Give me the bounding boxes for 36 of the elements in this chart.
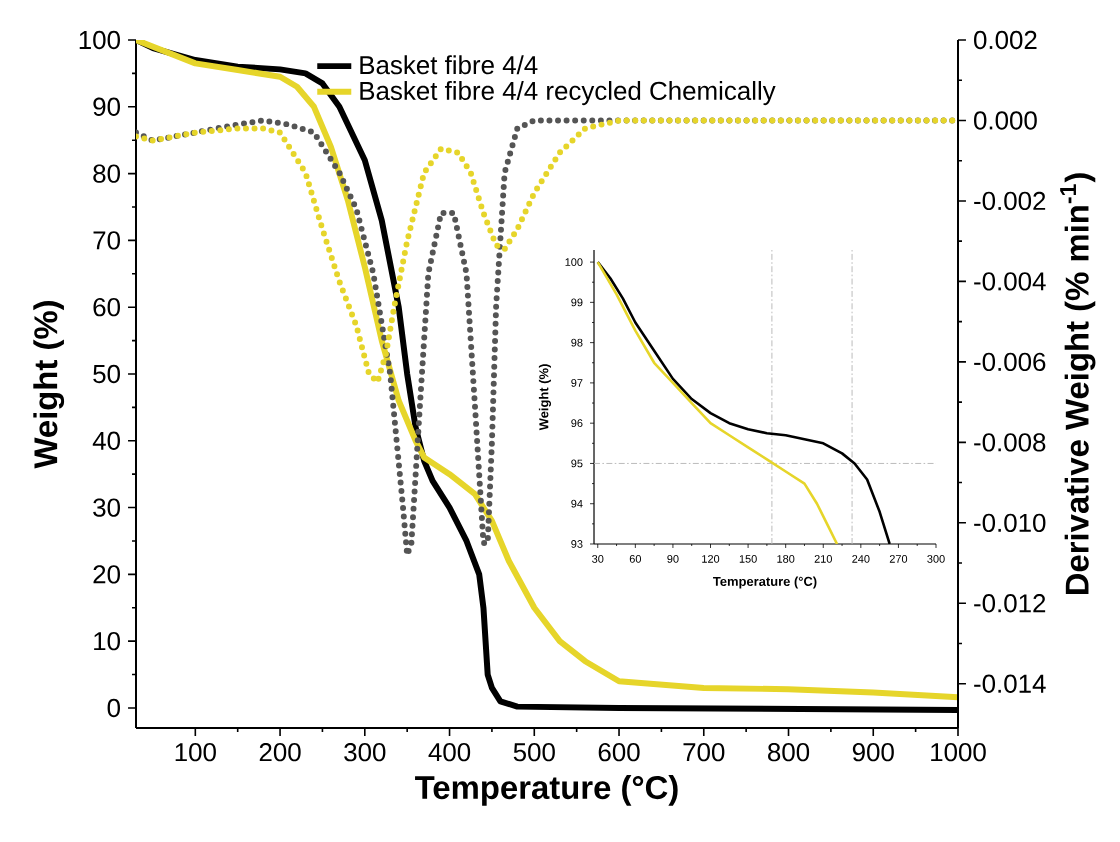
y-tick-label: 50	[93, 364, 120, 384]
x-axis-title: Temperature (°C)	[415, 775, 678, 806]
y-axis-title: Weight (%)	[33, 301, 65, 469]
x-tick-label: 100	[175, 743, 216, 762]
y2-tick-label: -0.004	[974, 272, 1046, 291]
y-tick-label: 30	[93, 498, 120, 517]
y2-tick-label: -0.010	[974, 513, 1046, 532]
y2-tick-label: -0.006	[974, 352, 1046, 372]
y-tick-label: 40	[92, 431, 120, 450]
line-series	[596, 260, 839, 544]
y2-tick-label: 0.000	[974, 111, 1037, 130]
y-tick-label: 70	[93, 231, 120, 250]
x-tick-label: 700	[683, 743, 725, 762]
y-tick-label: 20	[93, 565, 120, 584]
y-tick-label: 60	[93, 298, 120, 317]
y2-tick-label: -0.008	[974, 433, 1046, 452]
y-tick-label: 80	[93, 164, 120, 183]
y2-tick-label: 0.002	[974, 30, 1037, 50]
y-tick-label: 10	[94, 631, 120, 651]
x-tick-label: 500	[513, 743, 555, 762]
x-tick-label: 400	[428, 743, 471, 762]
x-tick-label: 300	[344, 743, 386, 762]
y-tick-label: 100	[79, 30, 120, 50]
y2-tick-label: -0.014	[974, 674, 1046, 693]
x-tick-label: 800	[768, 743, 810, 762]
x-tick-label: 900	[852, 743, 894, 762]
y-tick-label: 0	[107, 698, 120, 718]
legend-label: Basket fibre 4/4	[360, 55, 538, 75]
y2-tick-label: -0.002	[974, 191, 1046, 211]
y-tick-label: 90	[93, 97, 120, 116]
x-tick-label: 200	[259, 743, 301, 762]
y2-tick-label: -0.012	[974, 594, 1046, 613]
y2-axis-title: Derivative Weight (% min$^{-1}$)	[1060, 173, 1096, 595]
x-tick-label: 1000	[931, 743, 986, 762]
legend-label: Basket fibre 4/4 recycled Chemically	[360, 80, 776, 106]
x-tick-label: 600	[598, 743, 640, 762]
